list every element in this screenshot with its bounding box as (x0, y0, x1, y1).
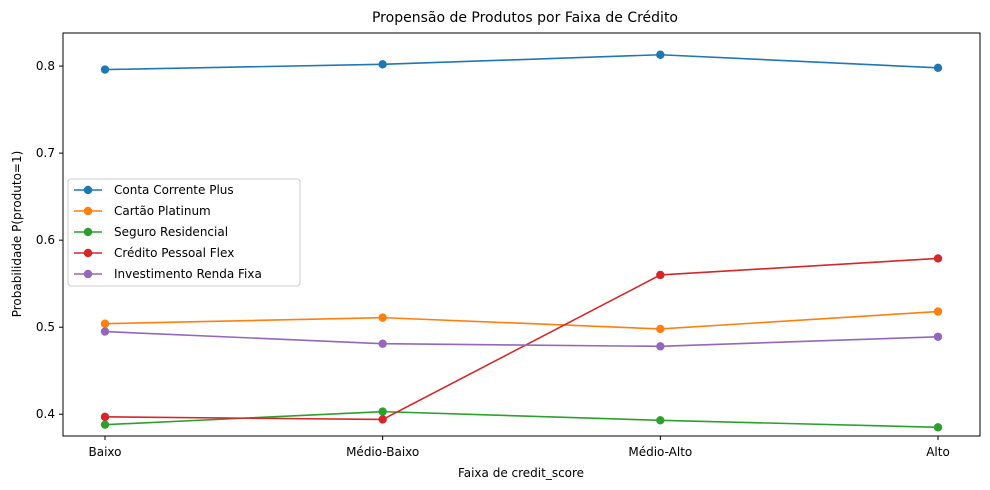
data-point (378, 313, 387, 322)
x-tick-label: Médio-Baixo (346, 445, 419, 459)
legend-label: Conta Corrente Plus (114, 183, 234, 197)
legend-item: Crédito Pessoal Flex (74, 246, 234, 260)
series-line (104, 410, 939, 429)
data-point (656, 342, 665, 351)
data-point (933, 423, 943, 432)
y-tick-label: 0.8 (36, 59, 55, 73)
series-layer (100, 50, 943, 432)
data-point (933, 63, 943, 73)
plot-area: Baixo Médio-Baixo Médio-Alto Alto 0.4 0.5 0.6… (36, 32, 981, 459)
legend: Conta Corrente Plus Cartão Platinum Seguro… (67, 178, 301, 287)
data-point (378, 339, 387, 348)
legend-swatch-marker (83, 206, 93, 216)
data-point (933, 332, 943, 341)
x-axis-label: Faixa de credit_score (458, 466, 584, 480)
legend-item: Seguro Residencial (74, 225, 228, 239)
series (100, 254, 943, 424)
x-tick-label: Alto (926, 445, 950, 459)
data-point (933, 307, 943, 316)
legend-label: Crédito Pessoal Flex (114, 246, 234, 260)
x-tick-label: Baixo (89, 445, 122, 459)
data-point (656, 324, 665, 334)
y-tick-label: 0.4 (36, 407, 55, 421)
legend-label: Cartão Platinum (114, 204, 211, 218)
legend-swatch-marker (83, 185, 93, 195)
data-point (656, 270, 665, 280)
legend-item: Investimento Renda Fixa (74, 267, 262, 281)
y-axis: 0.4 0.5 0.6 0.7 0.8 (36, 59, 63, 421)
legend-item: Conta Corrente Plus (74, 183, 234, 197)
data-point (100, 319, 110, 328)
y-tick-label: 0.5 (36, 320, 55, 334)
data-point (378, 60, 387, 69)
data-point (378, 415, 387, 424)
legend-label: Seguro Residencial (114, 225, 228, 239)
plot-frame (62, 32, 981, 437)
series (100, 327, 943, 351)
series (100, 307, 943, 334)
legend-swatch-marker (83, 248, 93, 258)
data-point (100, 65, 110, 74)
series-line (104, 53, 939, 71)
legend-swatch-marker (83, 227, 93, 237)
series (100, 407, 943, 432)
legend-swatch-marker (83, 269, 93, 279)
data-point (933, 254, 943, 263)
data-point (100, 327, 110, 336)
y-axis-label: Probabilidade P(produto=1) (10, 151, 24, 318)
data-point (656, 50, 665, 59)
y-tick-label: 0.7 (36, 146, 55, 160)
x-axis: Baixo Médio-Baixo Médio-Alto Alto (89, 436, 950, 459)
y-tick-label: 0.6 (36, 233, 55, 247)
data-point (100, 412, 110, 422)
legend-item: Cartão Platinum (74, 204, 211, 218)
legend-frame (67, 178, 301, 287)
series-line (104, 257, 939, 421)
data-point (100, 420, 110, 429)
data-point (378, 407, 387, 416)
x-tick-label: Médio-Alto (628, 445, 692, 459)
legend-label: Investimento Renda Fixa (114, 267, 262, 281)
series (100, 50, 943, 74)
chart-title: Propensão de Produtos por Faixa de Crédi… (372, 10, 678, 26)
series-line (104, 330, 939, 348)
series-line (104, 310, 939, 330)
data-point (656, 416, 665, 425)
